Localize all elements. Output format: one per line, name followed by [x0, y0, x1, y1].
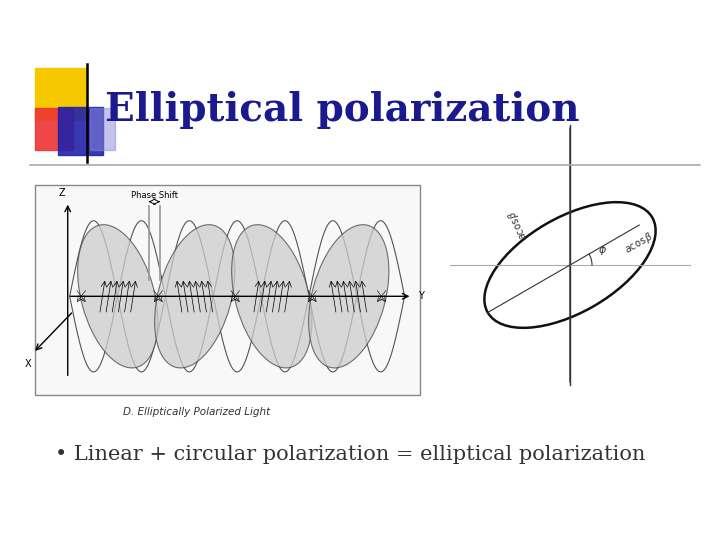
- Text: $\phi$: $\phi$: [598, 243, 607, 257]
- Text: Elliptical polarization: Elliptical polarization: [105, 91, 580, 129]
- Ellipse shape: [309, 225, 389, 368]
- Text: Z: Z: [58, 187, 66, 198]
- Text: $a\cos\beta$: $a\cos\beta$: [622, 229, 657, 257]
- Text: D. Elliptically Polarized Light: D. Elliptically Polarized Light: [123, 407, 270, 417]
- Bar: [35, 68, 87, 120]
- Text: • Linear + circular polarization = elliptical polarization: • Linear + circular polarization = ellip…: [55, 446, 645, 464]
- Bar: [35, 185, 420, 395]
- Bar: [58, 107, 103, 155]
- Ellipse shape: [155, 225, 235, 368]
- Text: X: X: [24, 359, 31, 369]
- Bar: [35, 108, 73, 150]
- Bar: [90, 108, 115, 150]
- Text: Phase Shift: Phase Shift: [131, 191, 178, 200]
- Ellipse shape: [78, 225, 158, 368]
- Text: $a\cos\beta$: $a\cos\beta$: [505, 207, 531, 242]
- Ellipse shape: [232, 225, 312, 368]
- Text: Y: Y: [418, 291, 424, 301]
